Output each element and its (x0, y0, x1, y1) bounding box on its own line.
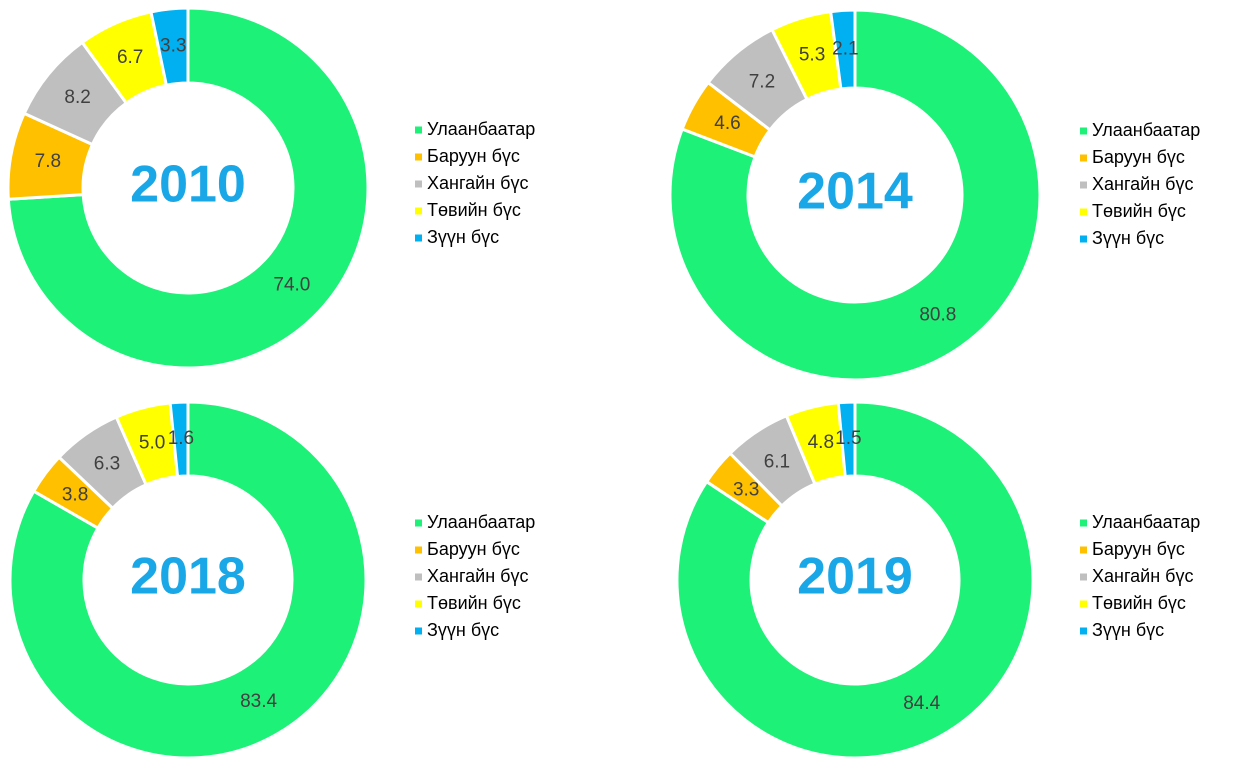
legend-label: Улаанбаатар (427, 119, 535, 139)
donut-slice (6, 6, 370, 370)
legend-swatch (415, 234, 422, 242)
donut-slice (149, 6, 190, 88)
legend-label: Улаанбаатар (1092, 512, 1200, 532)
legend-label: Зүүн бүс (427, 227, 499, 247)
legend-label: Зүүн бүс (1092, 620, 1164, 640)
legend-swatch (415, 519, 422, 527)
data-label: 5.0 (139, 433, 165, 454)
data-label: 2.1 (832, 38, 858, 59)
legend-label: Төвийн бүс (427, 593, 521, 613)
legend-label: Баруун бүс (1092, 147, 1185, 167)
legend-swatch (1080, 208, 1087, 216)
data-label: 7.2 (749, 72, 775, 93)
data-label: 1.6 (168, 428, 194, 449)
data-label: 84.4 (903, 693, 940, 714)
legend-label: Зүүн бүс (1092, 228, 1164, 248)
legend-swatch (1080, 546, 1087, 554)
center-title: 2014 (797, 163, 913, 221)
data-label: 7.8 (35, 151, 61, 172)
center-title: 2019 (797, 548, 913, 606)
donut-slice (675, 400, 1035, 758)
legend-swatch (1080, 573, 1087, 581)
data-label: 6.1 (764, 452, 790, 473)
donut-slice (828, 8, 857, 91)
donut-slice (836, 400, 857, 479)
legend-swatch (1080, 235, 1087, 243)
donut-slice (8, 400, 368, 758)
legend-label: Зүүн бүс (427, 620, 499, 640)
legend-label: Хангайн бүс (1092, 174, 1193, 194)
legend-label: Улаанбаатар (1092, 120, 1200, 140)
legend-label: Баруун бүс (427, 146, 520, 166)
data-label: 3.3 (160, 35, 186, 56)
data-label: 3.3 (733, 479, 759, 500)
legend-swatch (1080, 627, 1087, 635)
legend-label: Төвийн бүс (1092, 201, 1186, 221)
legend-swatch (415, 153, 422, 161)
data-label: 5.3 (799, 44, 825, 65)
center-title: 2010 (130, 156, 246, 214)
legend-label: Төвийн бүс (1092, 593, 1186, 613)
legend-label: Баруун бүс (427, 539, 520, 559)
data-label: 8.2 (64, 87, 90, 108)
data-label: 74.0 (273, 275, 310, 296)
legend-label: Хангайн бүс (427, 173, 528, 193)
legend-swatch (1080, 600, 1087, 608)
center-title: 2018 (130, 548, 246, 606)
legend-swatch (1080, 127, 1087, 135)
donut-slice (668, 8, 1042, 382)
legend-label: Улаанбаатар (427, 512, 535, 532)
data-label: 1.5 (835, 428, 861, 449)
legend-swatch (415, 126, 422, 134)
legend-label: Төвийн бүс (427, 200, 521, 220)
data-label: 80.8 (919, 304, 956, 325)
data-label: 4.6 (714, 113, 740, 134)
legend-swatch (415, 627, 422, 635)
data-label: 3.8 (62, 485, 88, 506)
legend-swatch (415, 573, 422, 581)
legend-label: Хангайн бүс (427, 566, 528, 586)
legend-label: Хангайн бүс (1092, 566, 1193, 586)
legend-swatch (1080, 181, 1087, 189)
legend-swatch (415, 180, 422, 188)
legend-swatch (415, 207, 422, 215)
legend-swatch (1080, 154, 1087, 162)
legend-swatch (415, 600, 422, 608)
data-label: 6.3 (94, 454, 120, 475)
data-label: 83.4 (240, 691, 277, 712)
legend-swatch (415, 546, 422, 554)
legend-swatch (1080, 519, 1087, 527)
donut-slice (168, 400, 190, 479)
data-label: 6.7 (117, 47, 143, 68)
legend-label: Баруун бүс (1092, 539, 1185, 559)
data-label: 4.8 (808, 432, 834, 453)
